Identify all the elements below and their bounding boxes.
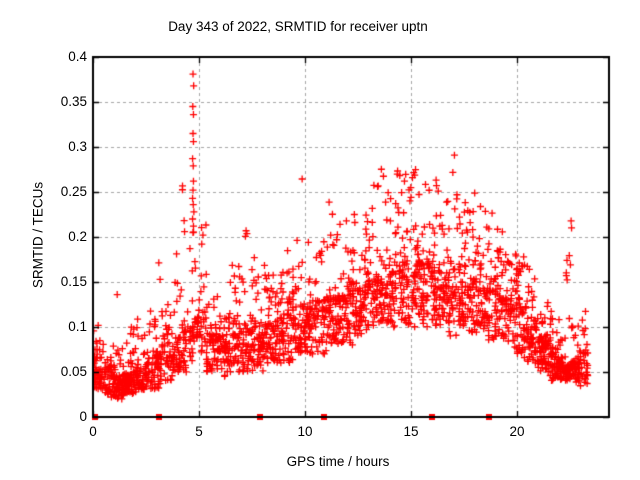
x-tick-label: 0 <box>89 424 97 439</box>
y-tick-label: 0.35 <box>60 94 87 109</box>
x-axis-label: GPS time / hours <box>286 454 390 469</box>
x-tick-label: 20 <box>509 424 525 439</box>
x-tick-label: 10 <box>297 424 313 439</box>
y-tick-label: 0.2 <box>68 229 87 244</box>
y-tick-label: 0.05 <box>60 364 87 379</box>
y-tick-label: 0.25 <box>60 184 87 199</box>
x-tick-label: 5 <box>195 424 203 439</box>
y-tick-label: 0.3 <box>68 139 87 154</box>
chart-title: Day 343 of 2022, SRMTID for receiver upt… <box>168 19 428 34</box>
y-tick-label: 0 <box>79 409 87 424</box>
y-tick-label: 0.1 <box>68 319 87 334</box>
x-tick-label: 15 <box>403 424 419 439</box>
y-tick-label: 0.4 <box>68 49 87 64</box>
y-tick-label: 0.15 <box>60 274 87 289</box>
